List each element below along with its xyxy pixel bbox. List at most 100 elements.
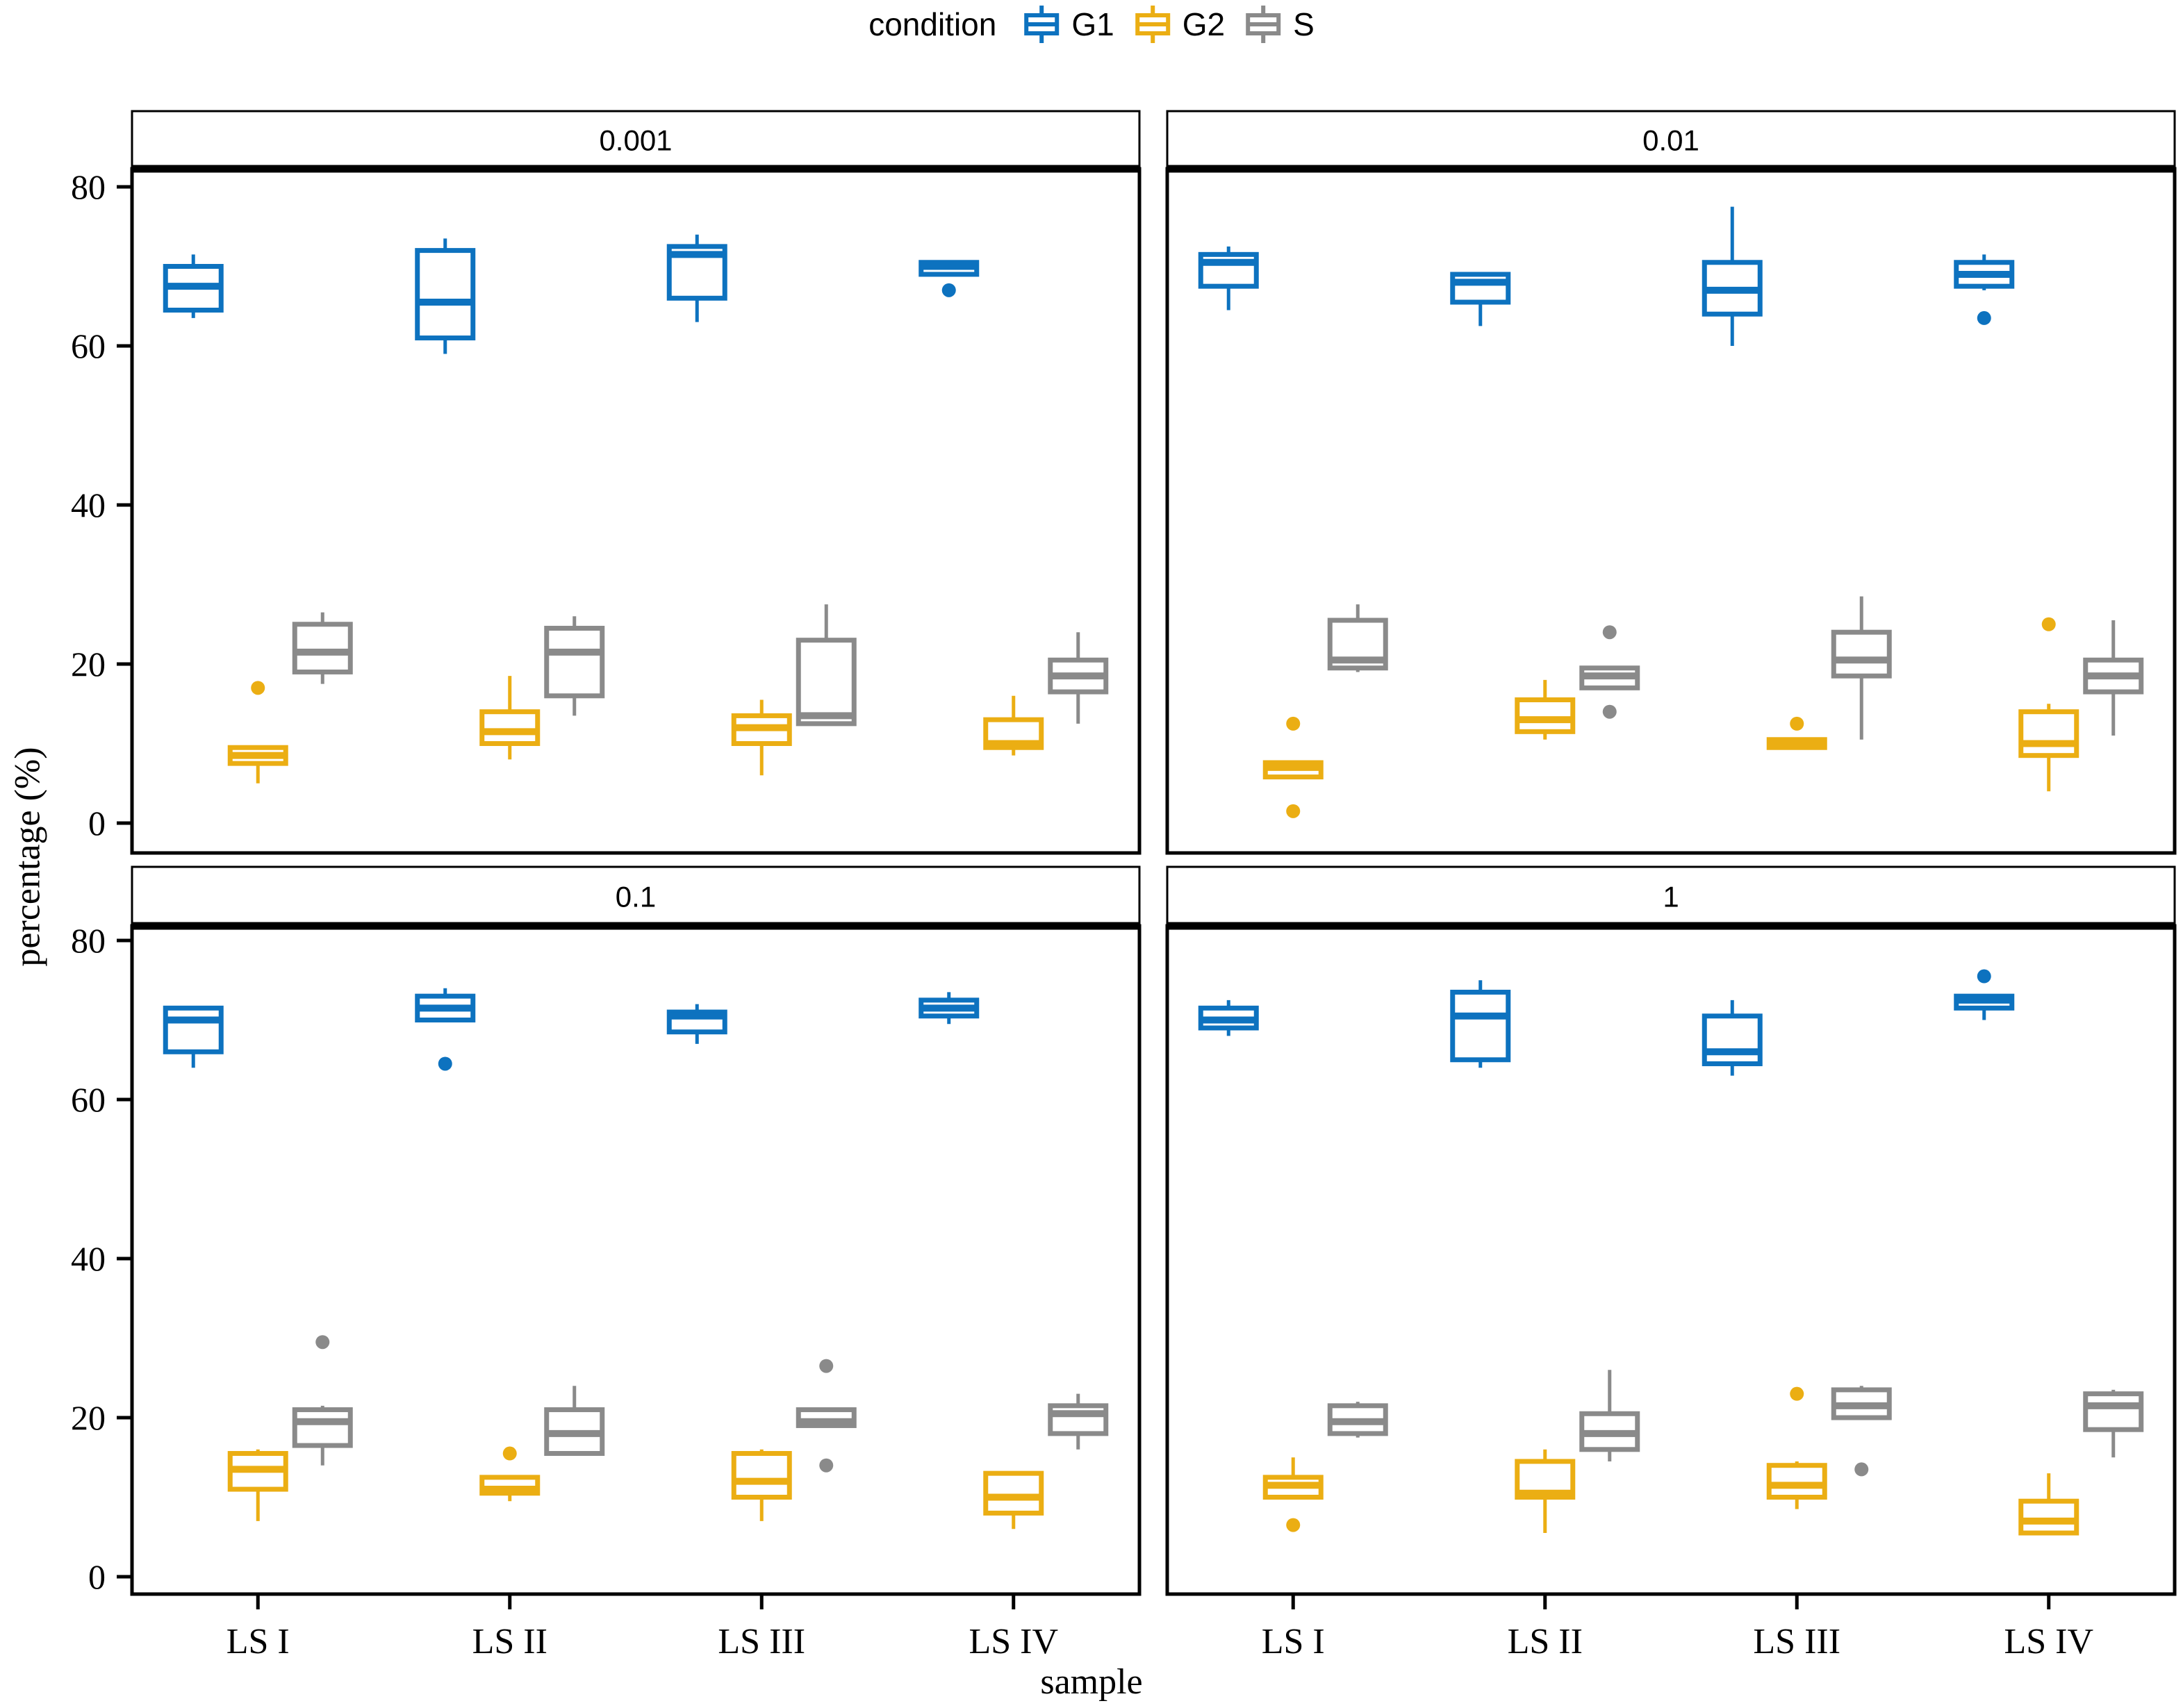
box-0.001-LS-I-G1 xyxy=(163,254,224,318)
box-1-LS-II-S xyxy=(1579,1370,1640,1461)
box-0.1-LS-II-G1 xyxy=(415,988,476,1071)
panel-border-1 xyxy=(1165,924,2177,1596)
box-0.001-LS-III-G1 xyxy=(666,234,727,322)
box-rect xyxy=(163,1005,224,1054)
box-1-LS-II-G1 xyxy=(1450,980,1511,1068)
box-rect xyxy=(1048,1403,1109,1436)
box-rect xyxy=(544,625,605,699)
boxplot-glyph-icon xyxy=(1246,6,1281,43)
box-rect xyxy=(2083,1391,2144,1432)
box-1-LS-II-G2 xyxy=(1515,1449,1576,1534)
facet-strip-label-0.1: 0.1 xyxy=(616,881,656,913)
box-0.1-LS-I-G2 xyxy=(227,1449,288,1521)
outlier-point xyxy=(1286,716,1301,731)
outlier-point xyxy=(1977,310,1991,325)
legend-item-G1: G1 xyxy=(1021,4,1114,44)
box-0.1-LS-IV-G1 xyxy=(918,992,980,1025)
box-1-LS-IV-S xyxy=(2083,1389,2144,1458)
box-0.1-LS-I-S xyxy=(292,1335,353,1466)
box-0.01-LS-II-G1 xyxy=(1450,272,1511,326)
box-rect xyxy=(292,622,353,674)
box-rect xyxy=(731,1451,792,1500)
y-tick-label: 40 xyxy=(71,486,106,524)
box-rect xyxy=(1450,272,1511,305)
y-tick-label: 20 xyxy=(71,1398,106,1437)
outlier-point xyxy=(1854,1462,1869,1477)
y-tick-label: 40 xyxy=(71,1239,106,1278)
box-0.001-LS-I-G2 xyxy=(227,681,288,783)
outlier-point xyxy=(2041,617,2056,631)
box-0.1-LS-I-G1 xyxy=(163,1005,224,1068)
box-rect xyxy=(292,1407,353,1448)
box-0.001-LS-II-G1 xyxy=(415,238,476,354)
facet-strip-0.01 xyxy=(1166,110,2176,170)
outlier-point xyxy=(502,1446,517,1461)
x-tick-label-LS-I: LS I xyxy=(226,1622,290,1661)
box-1-LS-IV-G2 xyxy=(2018,1473,2079,1536)
outlier-point xyxy=(251,681,265,695)
box-1-LS-III-G2 xyxy=(1766,1386,1827,1509)
outlier-point xyxy=(1602,625,1617,640)
x-tick-label-LS-IV: LS IV xyxy=(2004,1622,2093,1661)
outlier-point xyxy=(1790,716,1804,731)
outlier-point xyxy=(1977,969,1991,984)
box-0.01-LS-II-S xyxy=(1579,625,1640,719)
outlier-point xyxy=(941,283,956,297)
box-0.001-LS-IV-G2 xyxy=(983,695,1044,756)
x-tick-label-LS-II: LS II xyxy=(1508,1622,1583,1661)
outlier-point xyxy=(1790,1386,1804,1401)
outlier-point xyxy=(819,1359,834,1373)
box-0.1-LS-II-S xyxy=(544,1386,605,1457)
box-rect xyxy=(983,1470,1044,1516)
legend-item-label: G2 xyxy=(1182,6,1226,42)
box-0.001-LS-I-S xyxy=(292,612,353,684)
facet-strip-label-1: 1 xyxy=(1663,881,1679,913)
legend-item-label: S xyxy=(1293,6,1315,42)
box-1-LS-I-G1 xyxy=(1198,1000,1259,1036)
box-rect xyxy=(479,709,541,746)
box-rect xyxy=(2018,709,2079,758)
panel-border-0.01 xyxy=(1165,167,2177,855)
box-0.01-LS-III-G1 xyxy=(1702,206,1763,346)
box-0.001-LS-III-S xyxy=(796,604,857,727)
x-tick-label-LS-III: LS III xyxy=(718,1622,805,1661)
outlier-point xyxy=(1286,804,1301,818)
box-1-LS-III-S xyxy=(1831,1386,1892,1477)
y-axis-title: percentage (%) xyxy=(8,747,48,967)
box-0.01-LS-IV-G2 xyxy=(2018,617,2079,792)
box-0.01-LS-III-S xyxy=(1831,596,1892,740)
box-0.01-LS-I-G2 xyxy=(1262,716,1324,818)
box-0.01-LS-I-G1 xyxy=(1198,246,1259,310)
box-0.001-LS-III-G2 xyxy=(731,699,792,776)
box-rect xyxy=(1515,697,1576,734)
x-tick-label-LS-III: LS III xyxy=(1753,1622,1840,1661)
box-0.1-LS-IV-G2 xyxy=(983,1470,1044,1529)
y-tick-label: 80 xyxy=(71,921,106,960)
outlier-point xyxy=(1286,1518,1301,1532)
legend-item-label: G1 xyxy=(1071,6,1114,42)
box-1-LS-I-S xyxy=(1327,1402,1388,1438)
y-tick-label: 80 xyxy=(71,167,106,206)
y-tick-label: 60 xyxy=(71,326,106,365)
outlier-point xyxy=(438,1056,452,1071)
box-0.001-LS-IV-G1 xyxy=(918,260,980,297)
box-0.1-LS-IV-S xyxy=(1048,1393,1109,1450)
box-rect xyxy=(415,248,476,341)
legend-item-S: S xyxy=(1243,4,1315,44)
box-0.001-LS-II-G2 xyxy=(479,676,541,760)
box-0.001-LS-IV-S xyxy=(1048,632,1109,724)
box-1-LS-I-G2 xyxy=(1262,1457,1324,1532)
outlier-point xyxy=(1602,704,1617,719)
outlier-point xyxy=(819,1458,834,1473)
box-rect xyxy=(2018,1498,2079,1536)
box-rect xyxy=(1450,989,1511,1063)
outlier-point xyxy=(315,1335,330,1350)
y-tick-label: 60 xyxy=(71,1080,106,1119)
x-axis-title: sample xyxy=(1040,1662,1143,1702)
box-rect xyxy=(1766,1463,1827,1500)
box-0.01-LS-I-S xyxy=(1327,604,1388,672)
boxplot-glyph-icon xyxy=(1024,6,1060,43)
box-rect xyxy=(1702,1013,1763,1066)
